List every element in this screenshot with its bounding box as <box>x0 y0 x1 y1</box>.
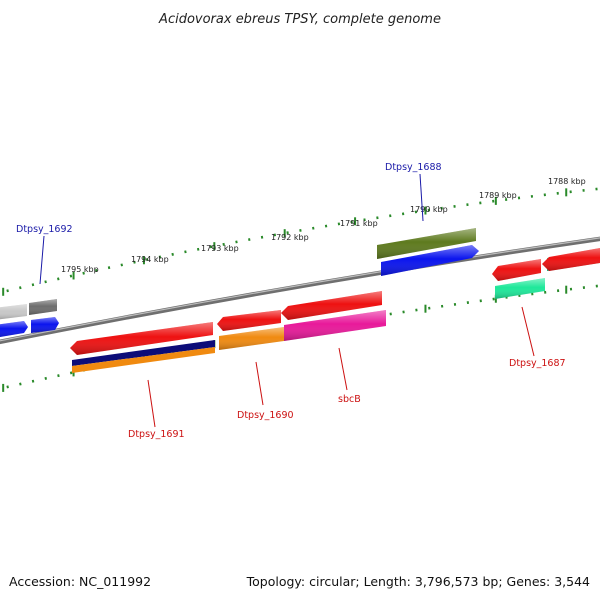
kbp-label-1790: 1790 kbp <box>410 205 448 214</box>
kbp-label-1793: 1793 kbp <box>201 244 239 253</box>
kbp-label-1789: 1789 kbp <box>479 191 517 200</box>
kbp-label-1794: 1794 kbp <box>131 255 169 264</box>
gene-label-dtpsy-1687[interactable]: Dtpsy_1687 <box>509 358 566 369</box>
kbp-label-1791: 1791 kbp <box>340 219 378 228</box>
outer-tick-ruler <box>0 187 600 294</box>
gene-bar-navy[interactable] <box>72 340 215 366</box>
kbp-label-1788: 1788 kbp <box>548 177 586 186</box>
gene-bar-orange-1691[interactable] <box>72 347 215 373</box>
gene-label-sbcb[interactable]: sbcB <box>338 394 361 405</box>
gene-label-dtpsy-1692[interactable]: Dtpsy_1692 <box>16 224 73 235</box>
accession-text: Accession: NC_011992 <box>9 574 152 589</box>
genome-backbone <box>0 236 600 345</box>
gene-label-dtpsy-1690[interactable]: Dtpsy_1690 <box>237 410 294 421</box>
label-leader-lines <box>39 173 535 428</box>
kbp-label-1795: 1795 kbp <box>61 265 99 274</box>
inner-strand-genes <box>0 245 600 373</box>
topology-text: Topology: circular; Length: 3,796,573 bp… <box>246 574 590 589</box>
map-title: Acidovorax ebreus TPSY, complete genome <box>158 12 441 27</box>
gene-label-dtpsy-1691[interactable]: Dtpsy_1691 <box>128 429 185 440</box>
gene-label-dtpsy-1688[interactable]: Dtpsy_1688 <box>385 162 442 173</box>
kbp-label-1792: 1792 kbp <box>271 233 309 242</box>
gene-labels: Dtpsy_1692 Dtpsy_1688 Dtpsy_1691 Dtpsy_1… <box>16 162 566 440</box>
kbp-labels: 1795 kbp 1794 kbp 1793 kbp 1792 kbp 1791… <box>61 177 586 274</box>
